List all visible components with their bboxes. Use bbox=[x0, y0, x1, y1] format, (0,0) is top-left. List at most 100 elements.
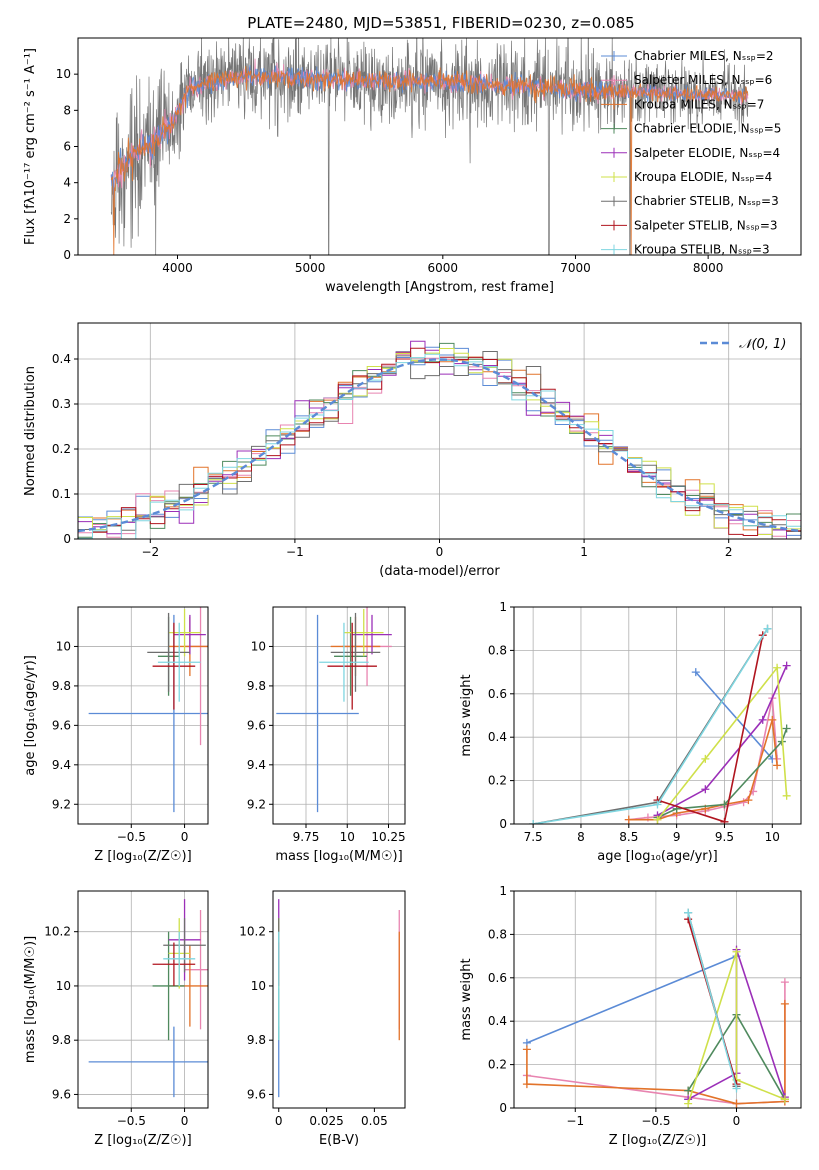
x-tick-label: 9.75 bbox=[293, 830, 320, 844]
y-axis-label: Flux [fλ10⁻¹⁷ erg cm⁻² s⁻¹ A⁻¹] bbox=[23, 48, 38, 245]
plus-marker bbox=[780, 999, 789, 1008]
axes-frame: −0.5 0 9.2 9.4 9.6 9.8 10 Z [log₁₀(Z/Z☉)] age [l… bbox=[23, 606, 209, 864]
histogram-steps bbox=[78, 353, 801, 539]
y-tick-label: 0.8 bbox=[488, 643, 507, 657]
y-tick-label: 0.6 bbox=[488, 971, 507, 985]
plot-area bbox=[78, 340, 801, 539]
y-tick-label: 10 bbox=[251, 979, 266, 993]
y-tick-label: 9.4 bbox=[52, 758, 71, 772]
legend-label: Kroupa ELODIE, Nₛₛₚ=4 bbox=[634, 170, 772, 184]
legend-label: Salpeter STELIB, Nₛₛₚ=3 bbox=[634, 218, 778, 232]
y-tick-label: 9.6 bbox=[247, 718, 266, 732]
x-tick-label: 0.025 bbox=[309, 1114, 343, 1128]
weight-line bbox=[657, 665, 788, 817]
weight-line bbox=[532, 628, 769, 824]
x-tick-label: −1 bbox=[566, 1114, 584, 1128]
y-tick-label: 9.6 bbox=[247, 1087, 266, 1101]
x-tick-label: −2 bbox=[141, 545, 159, 559]
y-tick-label: 0.2 bbox=[488, 1058, 507, 1072]
panel-residual-histogram: −2 −1 0 1 2 0 0.1 0.2 0.3 0.4 (data-model)/error No… bbox=[23, 322, 802, 579]
x-tick-label: 0 bbox=[436, 545, 444, 559]
y-tick-label: 1 bbox=[499, 884, 507, 898]
plus-marker bbox=[701, 754, 710, 763]
plus-marker bbox=[684, 1086, 693, 1095]
axes-box bbox=[513, 890, 802, 1109]
plus-marker bbox=[522, 1045, 531, 1054]
y-axis-label: mass [log₁₀(M/M☉)] bbox=[23, 936, 38, 1063]
figure-title: PLATE=2480, MJD=53851, FIBERID=0230, z=0… bbox=[247, 14, 634, 32]
y-tick-label: 0.4 bbox=[52, 352, 71, 366]
y-tick-label: 9.2 bbox=[52, 797, 71, 811]
y-tick-label: 2 bbox=[63, 212, 71, 226]
plus-marker bbox=[684, 1099, 693, 1108]
axes-frame: −0.5 0 9.6 9.8 10 10.2 Z [log₁₀(Z/Z☉)] mass [lo… bbox=[23, 890, 209, 1148]
axes-frame: 9.75 10 10.25 9.2 9.4 9.6 9.8 10 mass [log₁₀(M/M… bbox=[247, 606, 406, 864]
y-tick-label: 0.6 bbox=[488, 687, 507, 701]
plot-area bbox=[110, 38, 749, 255]
plus-marker bbox=[782, 724, 791, 733]
x-tick-label: 0 bbox=[181, 1114, 189, 1128]
x-tick-label: 8000 bbox=[693, 261, 724, 275]
plus-marker bbox=[701, 785, 710, 794]
x-tick-label: −1 bbox=[286, 545, 304, 559]
plus-marker bbox=[720, 800, 729, 809]
x-axis-label: Z [log₁₀(Z/Z☉)] bbox=[609, 1133, 706, 1148]
axes-box bbox=[77, 890, 209, 1109]
x-tick-label: 5000 bbox=[295, 261, 326, 275]
y-tick-label: 0 bbox=[499, 1101, 507, 1115]
weight-line bbox=[687, 951, 786, 1104]
x-tick-label: 6000 bbox=[428, 261, 459, 275]
x-axis-label: (data-model)/error bbox=[379, 564, 500, 579]
y-tick-label: 0 bbox=[63, 248, 71, 262]
x-tick-label: 10 bbox=[340, 830, 355, 844]
plus-marker bbox=[732, 1099, 741, 1108]
y-tick-label: 9.4 bbox=[247, 758, 266, 772]
plus-marker bbox=[732, 947, 741, 956]
plus-marker bbox=[780, 1095, 789, 1104]
axes-frame: 7.5 8 8.5 9 9.5 10 0 0.2 0.4 0.6 0.8 1 age [log₁₀(ag… bbox=[459, 600, 802, 864]
y-tick-label: 9.8 bbox=[52, 679, 71, 693]
x-tick-label: 0.05 bbox=[361, 1114, 388, 1128]
x-tick-label: 1 bbox=[580, 545, 588, 559]
panel-age-vs-metallicity: −0.5 0 9.2 9.4 9.6 9.8 10 Z [log₁₀(Z/Z☉)] age [l… bbox=[23, 606, 209, 864]
panel-spectrum: 4000 5000 6000 7000 8000 0 2 4 6 8 10 wavelength [A… bbox=[23, 37, 802, 295]
plus-marker bbox=[758, 715, 767, 724]
weight-line bbox=[526, 955, 737, 1044]
y-axis-label: age [log₁₀(age/yr)] bbox=[23, 655, 38, 776]
axes-frame: −2 −1 0 1 2 0 0.1 0.2 0.3 0.4 (data-model)/error No… bbox=[23, 322, 802, 579]
x-axis-label: mass [log₁₀(M/M☉)] bbox=[275, 849, 402, 864]
x-axis-label: wavelength [Angstrom, rest frame] bbox=[325, 280, 554, 295]
y-tick-label: 0 bbox=[499, 817, 507, 831]
panel-mass-weight-vs-metallicity: −1 −0.5 0 0 0.2 0.4 0.6 0.8 1 Z [log₁₀(Z/Z☉)] mass… bbox=[459, 884, 802, 1148]
legend-label: 𝒩(0, 1) bbox=[739, 337, 786, 352]
weight-line bbox=[532, 628, 769, 824]
axes-box bbox=[513, 606, 802, 825]
plot-area bbox=[88, 607, 208, 813]
plus-marker bbox=[768, 715, 777, 724]
plot-area bbox=[522, 908, 789, 1108]
panel-mass-weight-vs-age: 7.5 8 8.5 9 9.5 10 0 0.2 0.4 0.6 0.8 1 age [log₁₀(ag… bbox=[459, 600, 802, 864]
x-tick-label: 0 bbox=[275, 1114, 283, 1128]
x-tick-label: 10 bbox=[765, 830, 780, 844]
panel-mass-vs-extinction: 0 0.025 0.05 9.6 9.8 10 10.2 E(B-V) bbox=[239, 890, 406, 1148]
panel-age-vs-mass: 9.75 10 10.25 9.2 9.4 9.6 9.8 10 mass [log₁₀(M/M… bbox=[247, 606, 406, 864]
plus-marker bbox=[782, 791, 791, 800]
weight-line bbox=[656, 665, 788, 821]
y-tick-label: 0.2 bbox=[488, 774, 507, 788]
x-tick-label: 8.5 bbox=[619, 830, 638, 844]
y-tick-label: 0.3 bbox=[52, 397, 71, 411]
panel-mass-vs-metallicity: −0.5 0 9.6 9.8 10 10.2 Z [log₁₀(Z/Z☉)] mass [lo… bbox=[23, 890, 209, 1148]
legend-label: Salpeter ELODIE, Nₛₛₚ=4 bbox=[634, 146, 780, 160]
y-tick-label: 0.4 bbox=[488, 730, 507, 744]
legend-label: Kroupa MILES, Nₛₛₚ=7 bbox=[634, 97, 764, 111]
plus-marker bbox=[624, 815, 633, 824]
y-tick-label: 9.8 bbox=[247, 679, 266, 693]
y-axis-label: Normed distribution bbox=[23, 366, 38, 496]
legend-label: Kroupa STELIB, Nₛₛₚ=3 bbox=[634, 243, 770, 257]
y-tick-label: 0.8 bbox=[488, 927, 507, 941]
plus-marker bbox=[739, 798, 748, 807]
plus-marker bbox=[529, 820, 538, 824]
x-axis-label: E(B-V) bbox=[319, 1133, 359, 1148]
y-tick-label: 4 bbox=[63, 176, 71, 190]
